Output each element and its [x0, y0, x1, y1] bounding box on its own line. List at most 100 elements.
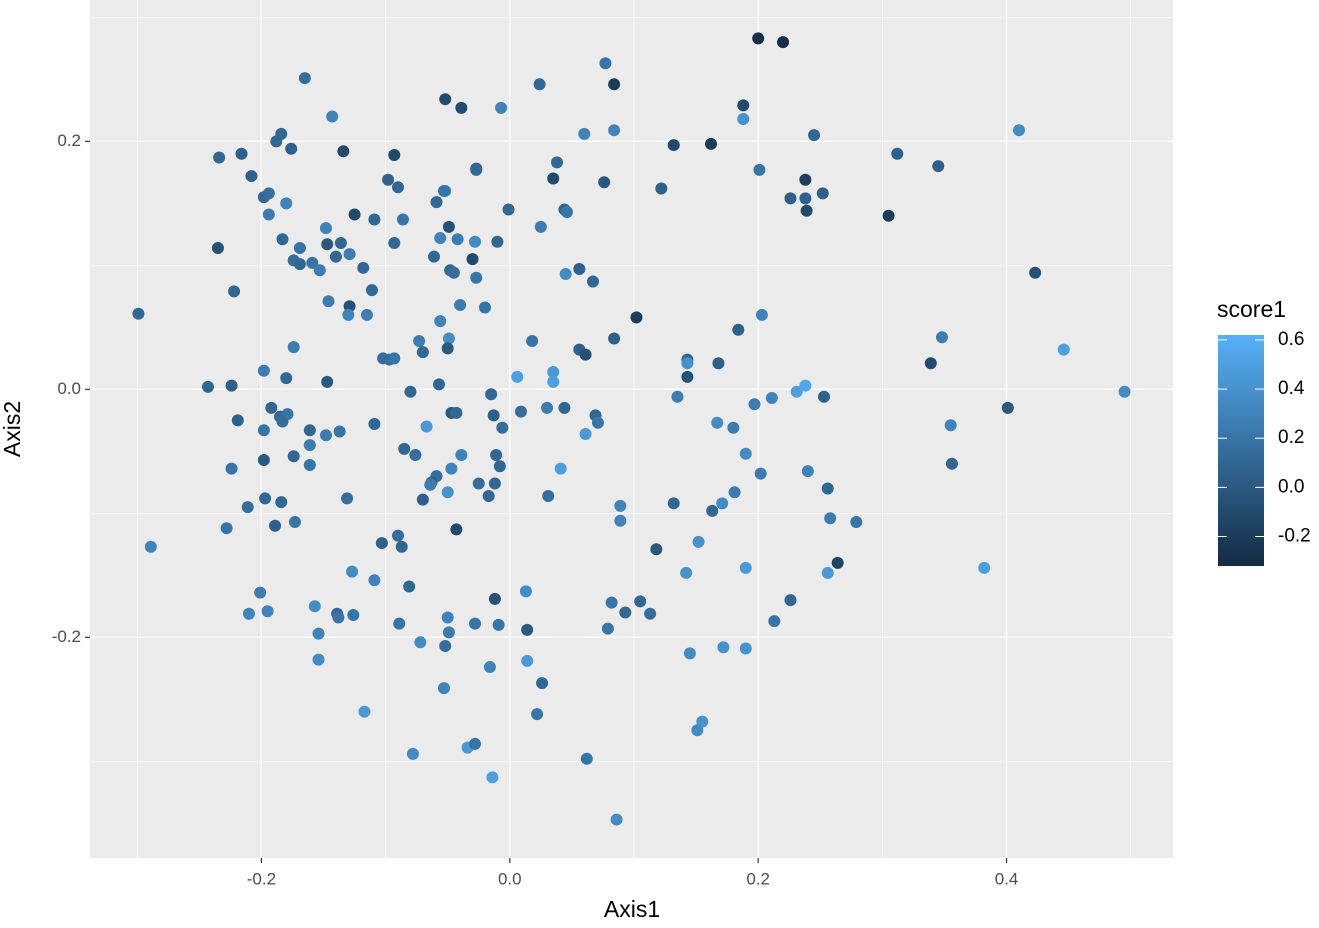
point: [308, 600, 321, 613]
point: [348, 208, 361, 221]
point: [542, 489, 555, 502]
point: [667, 139, 680, 152]
point: [753, 163, 766, 176]
point: [790, 385, 803, 398]
point: [231, 414, 244, 427]
point: [650, 543, 663, 556]
point: [470, 163, 483, 176]
point: [360, 308, 373, 321]
point: [235, 147, 248, 160]
point: [488, 477, 501, 490]
point: [368, 574, 381, 587]
point: [580, 752, 593, 765]
point: [608, 124, 621, 137]
point: [944, 419, 957, 432]
point: [287, 450, 300, 463]
point: [259, 492, 272, 505]
point: [486, 771, 499, 784]
point: [755, 308, 768, 321]
point: [1029, 266, 1042, 279]
point: [502, 203, 515, 216]
point: [287, 341, 300, 354]
point: [737, 99, 750, 112]
point: [614, 499, 627, 512]
point: [478, 301, 491, 314]
point: [398, 442, 411, 455]
point: [333, 425, 346, 438]
point: [257, 424, 270, 437]
point: [388, 352, 401, 365]
point: [605, 596, 618, 609]
point: [437, 184, 450, 197]
point: [441, 611, 454, 624]
point: [439, 639, 452, 652]
point: [850, 515, 863, 528]
point: [821, 566, 834, 579]
point: [201, 380, 214, 393]
point: [493, 460, 506, 473]
point: [579, 348, 592, 361]
point: [599, 57, 612, 70]
point: [818, 390, 831, 403]
point: [293, 258, 306, 271]
point: [321, 238, 334, 251]
point: [388, 148, 401, 161]
point: [406, 747, 419, 760]
point: [472, 477, 485, 490]
point: [416, 346, 429, 359]
point: [303, 458, 316, 471]
point: [288, 515, 301, 528]
point: [211, 241, 224, 254]
point: [293, 241, 306, 254]
point: [303, 439, 316, 452]
point: [634, 595, 647, 608]
point: [312, 627, 325, 640]
point: [451, 233, 464, 246]
point: [482, 489, 495, 502]
point: [485, 388, 498, 401]
point: [432, 378, 445, 391]
y-tick-label: -0.2: [52, 627, 81, 646]
point: [558, 401, 571, 414]
point: [414, 636, 427, 649]
point: [280, 197, 293, 210]
point: [1012, 124, 1025, 137]
point: [424, 478, 437, 491]
point: [416, 493, 429, 506]
point: [469, 737, 482, 750]
point: [831, 556, 844, 569]
point: [536, 677, 549, 690]
point: [739, 561, 752, 574]
point: [437, 682, 450, 695]
point: [932, 160, 945, 173]
y-tick-label: 0.0: [57, 379, 81, 398]
y-axis-title: Axis2: [0, 401, 25, 457]
point: [547, 375, 560, 388]
point: [404, 385, 417, 398]
point: [132, 307, 145, 320]
point: [945, 457, 958, 470]
point: [144, 540, 157, 553]
point: [483, 661, 496, 674]
point: [614, 514, 627, 527]
point: [608, 78, 621, 91]
colorbar-label: 0.0: [1278, 476, 1304, 497]
panel: [90, 0, 1173, 858]
point: [579, 427, 592, 440]
point: [784, 192, 797, 205]
point: [368, 213, 381, 226]
point: [681, 370, 694, 383]
point: [225, 462, 238, 475]
point: [768, 615, 781, 628]
point: [280, 372, 293, 385]
point: [671, 390, 684, 403]
point: [554, 462, 567, 475]
point: [519, 585, 532, 598]
point: [531, 708, 544, 721]
point: [777, 36, 790, 49]
point: [439, 93, 452, 106]
colorbar-label: 0.6: [1278, 329, 1304, 350]
point: [1001, 401, 1014, 414]
point: [270, 135, 283, 148]
point: [619, 606, 632, 619]
